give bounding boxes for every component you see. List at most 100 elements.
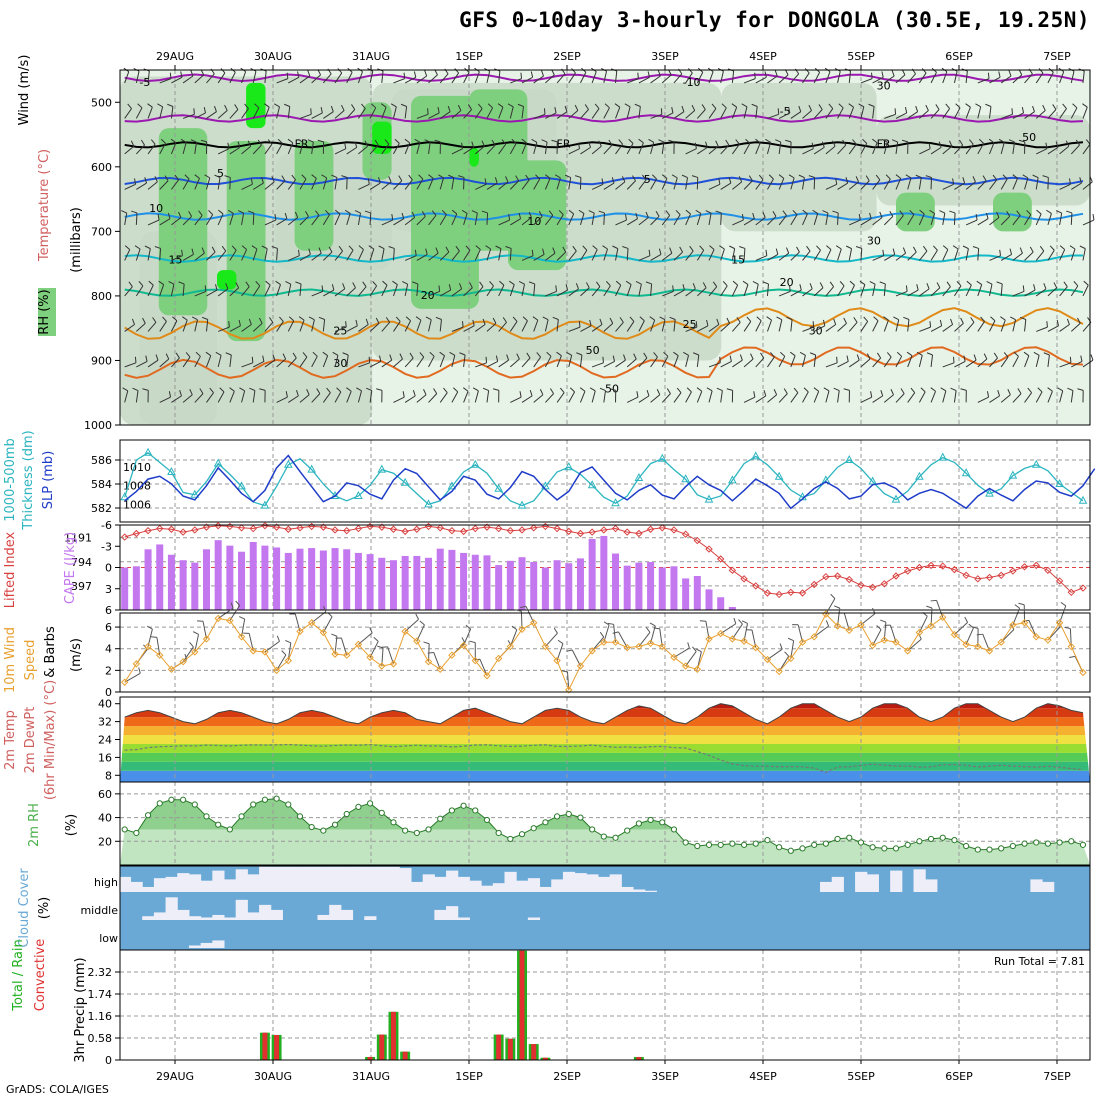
wind-barb-tick (858, 214, 861, 221)
wind-barb-tick (785, 139, 792, 143)
wind-barb (206, 355, 212, 368)
wind-barb-tick (599, 387, 606, 391)
wind-barb-tick (609, 388, 616, 391)
wind-barb (755, 217, 766, 226)
wind-barb-tick (237, 141, 241, 148)
wind-barb-tick (576, 352, 583, 356)
cloud-middle-cell (153, 912, 167, 920)
wind-barb (825, 324, 836, 332)
wind-barb (708, 145, 719, 155)
wind-barb-tick (869, 212, 872, 219)
wind-barb (439, 214, 447, 226)
wind-barb-tick (189, 389, 193, 395)
wind-speed-point (214, 614, 222, 623)
slp-label: SLP (mb) (41, 451, 56, 510)
rh2m-point (355, 803, 362, 811)
wind-barb (463, 146, 474, 155)
wind-barb (545, 393, 554, 403)
wind-barb-tick (578, 321, 581, 328)
wind-barb (755, 320, 762, 332)
wind-barb (872, 357, 882, 368)
wind-speed-point (646, 639, 655, 648)
wind-barb (579, 213, 585, 226)
wind-barb-tick (1002, 174, 1008, 180)
wind-barb-tick (786, 316, 793, 320)
wind-barb-tick (651, 174, 657, 180)
wind-barb-tick (1032, 174, 1039, 179)
wind-barb-tick (1065, 140, 1070, 147)
cloud-middle-cell (235, 899, 248, 920)
wind-barb-tick (672, 285, 674, 292)
wind-barb-tick (481, 210, 488, 214)
lifted-index-point (646, 525, 655, 533)
wind-barb (1012, 252, 1023, 261)
wind-barb (895, 290, 908, 297)
wind-speed-point (611, 638, 620, 646)
wind-barb (451, 110, 462, 119)
rh-tick: 20 (98, 835, 112, 848)
wind-barb (428, 178, 434, 190)
wind-barb-tick (990, 316, 996, 322)
wind-barb-tick (1066, 210, 1073, 214)
wind-barb (322, 73, 332, 84)
wind-barb-tick (154, 246, 161, 249)
wind-barb (884, 253, 895, 261)
wind-barb (299, 319, 305, 332)
wind-barb-tick (753, 391, 756, 398)
wind-barb (919, 110, 929, 119)
isotherm-label: 10 (527, 215, 541, 228)
wind-barb-tick (1046, 321, 1048, 328)
wind-barb-tick (900, 388, 905, 394)
wind-barb-tick (201, 247, 205, 254)
wind-barb (486, 182, 498, 190)
wind-barb (1082, 248, 1086, 261)
wind-barb-tick (1026, 209, 1032, 215)
cloud-high-cell (142, 886, 155, 892)
lifted-index-point (693, 536, 702, 545)
cape-bar (576, 558, 584, 610)
wind-barb (252, 107, 260, 119)
wind-barb-tick (855, 176, 860, 183)
y-tick-label: 700 (91, 225, 112, 238)
wind-barb-tick (219, 387, 225, 393)
wind-speed-point (459, 641, 468, 650)
wind-barb-tick (566, 351, 572, 356)
thickness-point (751, 451, 761, 460)
wind-barb-tick (1060, 601, 1067, 607)
wind-barb (276, 654, 287, 671)
wind-barb (942, 324, 953, 332)
precip-total-label: Total / Rain (11, 939, 26, 1012)
wind-barb-tick (792, 209, 798, 215)
wind-barb-tick (512, 316, 518, 322)
wind-barb-tick (552, 316, 559, 320)
lifted-index-point (740, 575, 748, 583)
wind-barb (872, 284, 876, 297)
wind-tick: 6 (105, 621, 112, 634)
wind-barb (638, 217, 649, 226)
wind-speed-point (915, 628, 924, 637)
rh-tick: 40 (98, 812, 112, 825)
wind-barb (358, 632, 373, 645)
wind10m-label: 10m Wind (3, 627, 18, 693)
dewpt-label: 2m DewPt (23, 707, 38, 774)
wind-barb-tick (472, 387, 479, 392)
isotherm-label: 5 (217, 167, 224, 180)
cloud-high-cell (422, 874, 435, 892)
rh2m-point (857, 839, 865, 846)
wind-barb (276, 396, 288, 403)
wind-barb (340, 637, 348, 656)
wind-barb-tick (257, 139, 262, 146)
wind-barb (323, 251, 333, 261)
wind-barb-tick (318, 316, 325, 320)
wind-barb (591, 286, 601, 297)
wind-barb-tick (793, 387, 799, 394)
wind-barb-tick (519, 391, 522, 398)
wind-barb-tick (421, 210, 426, 217)
wind-barb (369, 641, 379, 658)
wind-barb (264, 322, 274, 332)
wind-barb (743, 321, 752, 332)
wind-barb-tick (308, 316, 315, 321)
wind-speed-point (670, 653, 678, 662)
convective-bar (390, 1011, 396, 1060)
thickness-point (1008, 470, 1018, 479)
